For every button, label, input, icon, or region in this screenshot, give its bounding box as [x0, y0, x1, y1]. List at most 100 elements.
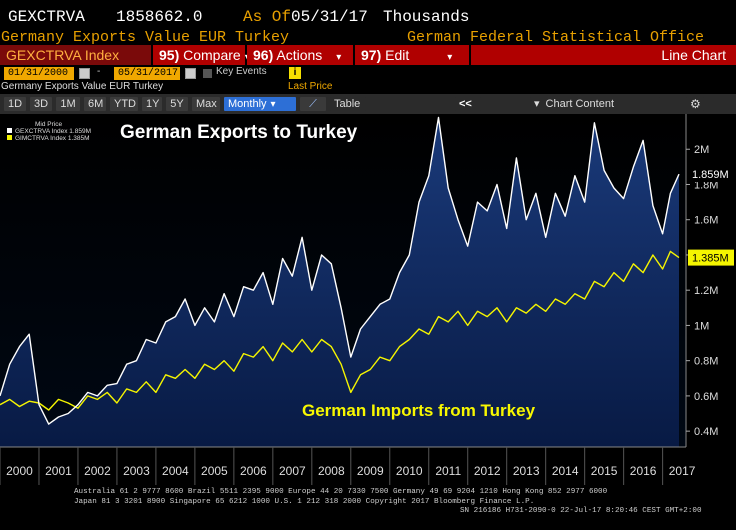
calendar-icon[interactable]	[185, 68, 196, 79]
table-button[interactable]: Table	[330, 97, 366, 111]
actions-button[interactable]: 96) Actions ▾	[247, 45, 353, 65]
exports-last-label-text: 1.859M	[692, 169, 729, 181]
imports-last-label-text: 1.385M	[692, 253, 729, 265]
exports-series-line	[0, 116, 680, 425]
chevron-down-icon: ▾	[534, 98, 540, 110]
edit-label: Edit	[385, 47, 410, 63]
legend-item-label: GIMCTRVA Index 1.385M	[15, 135, 90, 142]
compare-number: 95)	[159, 47, 180, 63]
chevron-down-icon: ▾	[336, 52, 342, 63]
y-tick-label: 1M	[694, 320, 709, 332]
footer-session-info: SN 216186 H731-2090-0 22-Jul-17 8:20:46 …	[460, 507, 702, 515]
chevron-down-icon: ▾	[447, 52, 453, 63]
x-tick-label: 2005	[201, 464, 228, 478]
edit-number: 97)	[361, 47, 382, 63]
period-button-1m[interactable]: 1M	[56, 97, 80, 111]
x-tick-label: 2002	[84, 464, 111, 478]
x-tick-label: 2013	[513, 464, 540, 478]
period-button-max[interactable]: Max	[192, 97, 220, 111]
compare-label: Compare	[183, 47, 241, 63]
period-button-6m[interactable]: 6M	[84, 97, 106, 111]
period-button-1d[interactable]: 1D	[4, 97, 26, 111]
x-tick-label: 2008	[318, 464, 345, 478]
security-description: Germany Exports Value EUR Turkey	[1, 29, 290, 46]
last-price-label: Last Price	[288, 81, 333, 92]
chevron-down-icon: ▾	[270, 99, 276, 110]
period-button-3d[interactable]: 3D	[30, 97, 52, 111]
imports-last-label-box	[688, 249, 734, 266]
y-tick-label: 0.8M	[694, 356, 718, 368]
actions-label: Actions	[276, 47, 323, 63]
info-icon[interactable]: i	[289, 67, 301, 79]
chart-toolbar: 1D 3D 1M 6M YTD 1Y 5Y Max Monthly ▾ ⟋ Table << ▾…	[0, 94, 736, 114]
chart-series-description: Germany Exports Value EUR Turkey	[1, 81, 164, 92]
legend-item-exports: GEXCTRVA Index 1.859M	[7, 128, 91, 135]
range-separator: -	[97, 66, 101, 77]
as-of-label: As Of	[243, 8, 292, 26]
y-tick-label: 1.8M	[694, 179, 718, 191]
chart-type-icon[interactable]: ⟋	[300, 97, 326, 111]
as-of-date: 05/31/17	[291, 8, 368, 26]
x-tick-label: 2001	[45, 464, 72, 478]
x-axis-band	[0, 447, 736, 489]
security-description-bar: Germany Exports Value EUR Turkey German …	[0, 28, 736, 46]
start-date-input[interactable]: 01/31/2000	[4, 67, 74, 80]
key-events-label: Key Events	[216, 66, 267, 77]
footer-contacts-line1: Australia 61 2 9777 8600 Brazil 5511 239…	[74, 488, 608, 496]
ticker-value: 1858662.0	[116, 8, 203, 26]
legend-item-label: GEXCTRVA Index 1.859M	[15, 128, 91, 135]
exports-last-label-box	[688, 166, 734, 183]
x-tick-label: 2010	[396, 464, 423, 478]
chart-content-button[interactable]: ▾ Chart Content	[530, 97, 660, 111]
exports-area-fill	[0, 117, 679, 447]
compare-button[interactable]: 95) Compare▾	[153, 45, 250, 65]
index-field[interactable]: GEXCTRVA Index	[0, 45, 151, 65]
x-tick-label: 2006	[240, 464, 267, 478]
command-menu-bar: GEXCTRVA Index 95) Compare▾ 96) Actions▾…	[0, 45, 736, 65]
legend-item-imports: GIMCTRVA Index 1.385M	[7, 135, 91, 142]
x-tick-label: 2003	[123, 464, 150, 478]
key-events-checkbox[interactable]	[203, 69, 212, 78]
x-tick-label: 2000	[6, 464, 33, 478]
period-button-ytd[interactable]: YTD	[110, 97, 138, 111]
frequency-label: Monthly	[228, 98, 267, 110]
date-range-bar: 01/31/2000 - 05/31/2017 Key Events i	[0, 65, 736, 81]
x-tick-label: 2015	[591, 464, 618, 478]
x-tick-label: 2014	[552, 464, 579, 478]
x-tick-label: 2012	[474, 464, 501, 478]
units-label: Thousands	[383, 8, 470, 26]
period-button-1y[interactable]: 1Y	[142, 97, 162, 111]
chart-content-label: Chart Content	[545, 98, 615, 110]
x-tick-label: 2004	[162, 464, 189, 478]
data-source: German Federal Statistical Office	[407, 29, 705, 46]
edit-button[interactable]: 97) Edit ▾	[355, 45, 469, 65]
chart-area: 0.4M0.6M0.8M1M1.2M1.4M1.6M1.8M2M20002001…	[0, 114, 736, 489]
frequency-dropdown[interactable]: Monthly ▾	[224, 97, 296, 111]
calendar-icon[interactable]	[79, 68, 90, 79]
ticker-symbol[interactable]: GEXCTRVA	[8, 8, 85, 26]
period-button-5y[interactable]: 5Y	[166, 97, 188, 111]
legend-swatch	[7, 135, 12, 140]
y-tick-label: 1.2M	[694, 285, 718, 297]
footer-contacts-line2: Japan 81 3 3201 8900 Singapore 65 6212 1…	[74, 498, 535, 506]
y-tick-label: 0.6M	[694, 391, 718, 403]
legend-swatch	[7, 128, 12, 133]
x-tick-label: 2009	[357, 464, 384, 478]
actions-number: 96)	[253, 47, 274, 63]
gear-icon[interactable]: ⚙	[686, 97, 704, 111]
legend: Mid Price GEXCTRVA Index 1.859M GIMCTRVA…	[7, 121, 91, 142]
collapse-icon[interactable]: <<	[455, 97, 481, 111]
end-date-input[interactable]: 05/31/2017	[114, 67, 180, 80]
line-chart[interactable]: 0.4M0.6M0.8M1M1.2M1.4M1.6M1.8M2M20002001…	[0, 114, 736, 489]
imports-series-line	[0, 250, 680, 411]
imports-title: German Imports from Turkey	[302, 401, 536, 420]
legend-heading: Mid Price	[35, 121, 63, 128]
index-label: GEXCTRVA Index	[6, 47, 120, 63]
ticker-bar: GEXCTRVA 1858662.0 As Of 05/31/17 Thousa…	[0, 0, 736, 30]
chart-header-bar: Germany Exports Value EUR Turkey Last Pr…	[0, 80, 736, 94]
view-selector[interactable]: Line Chart	[471, 45, 736, 65]
x-tick-label: 2016	[630, 464, 657, 478]
y-tick-label: 2M	[694, 144, 709, 156]
y-tick-label: 0.4M	[694, 426, 718, 438]
exports-title: German Exports to Turkey	[120, 122, 358, 143]
